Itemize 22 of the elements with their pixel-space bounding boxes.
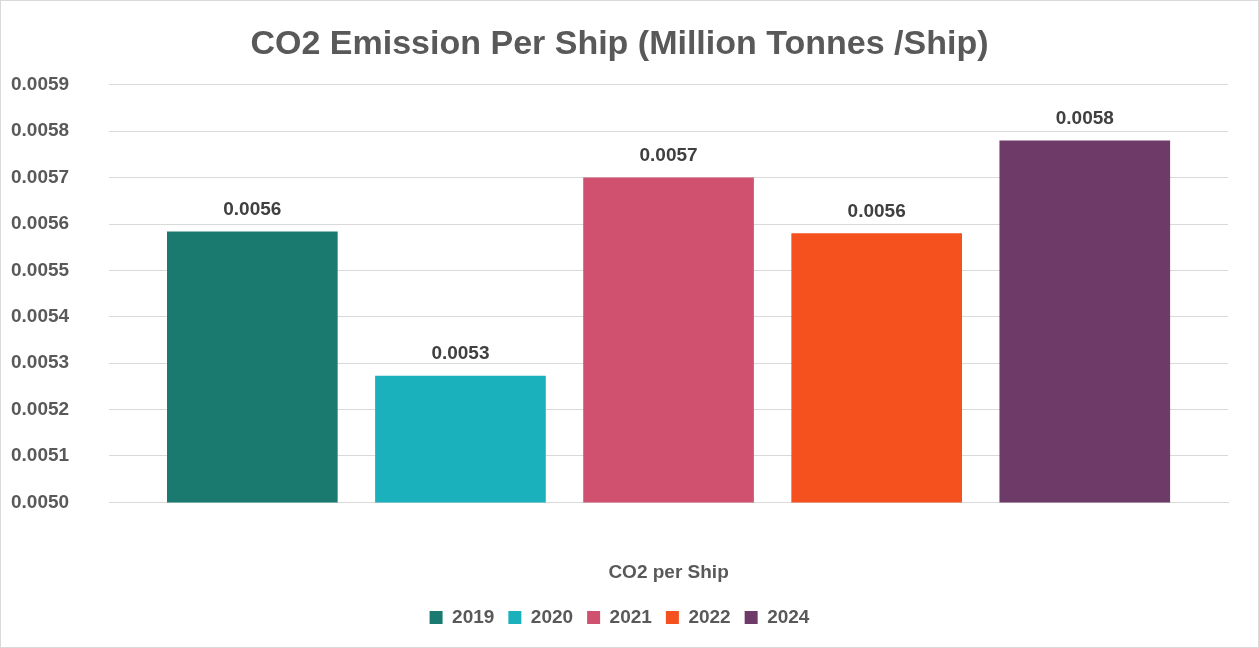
legend-label: 2021 (609, 605, 653, 627)
y-tick-label: 0.0059 (11, 73, 70, 95)
legend-label: 2019 (452, 605, 495, 627)
y-tick-label: 0.0054 (11, 305, 70, 327)
data-label: 0.0056 (223, 198, 282, 220)
data-label: 0.0058 (1055, 107, 1114, 129)
legend-label: 2022 (688, 605, 731, 627)
legend-label: 2024 (767, 605, 810, 627)
y-tick-label: 0.0051 (11, 444, 70, 466)
chart-title: CO2 Emission Per Ship (Million Tonnes /Ship) (250, 22, 989, 61)
y-tick-label: 0.0055 (11, 258, 70, 280)
data-label: 0.0053 (431, 342, 490, 364)
data-label: 0.0057 (639, 144, 698, 166)
y-tick-label: 0.0050 (11, 490, 70, 512)
y-tick-label: 0.0056 (11, 212, 70, 234)
y-tick-label: 0.0057 (11, 165, 70, 187)
y-tick-label: 0.0058 (11, 119, 70, 141)
data-label: 0.0056 (847, 200, 906, 222)
y-tick-label: 0.0053 (11, 351, 70, 373)
legend-label: 2020 (530, 605, 574, 627)
y-tick-label: 0.0052 (11, 397, 70, 419)
x-axis-title: CO2 per Ship (608, 560, 729, 582)
